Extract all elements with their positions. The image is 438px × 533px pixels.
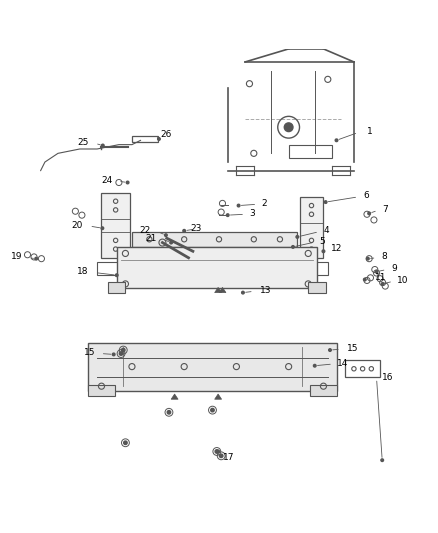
Text: 17: 17 [223,454,235,463]
Circle shape [167,410,171,414]
Circle shape [322,250,325,253]
Circle shape [335,139,338,142]
Text: 25: 25 [77,138,88,147]
Circle shape [242,292,244,294]
Text: 24: 24 [101,176,113,185]
Circle shape [101,227,104,230]
Text: 16: 16 [382,373,394,382]
Text: 7: 7 [382,205,388,214]
Circle shape [226,214,229,216]
Circle shape [165,234,167,237]
Text: 15: 15 [346,344,358,353]
Circle shape [170,241,173,244]
Text: 15: 15 [84,348,95,357]
Circle shape [219,454,223,457]
Circle shape [284,123,293,132]
Circle shape [368,212,371,215]
Bar [117,247,317,288]
Text: 11: 11 [375,273,386,282]
Text: 23: 23 [191,224,202,233]
Bar [102,192,130,258]
Text: 2: 2 [261,199,267,208]
Text: 5: 5 [319,237,325,246]
Text: 1: 1 [367,127,373,136]
Circle shape [113,353,115,356]
Circle shape [324,201,327,204]
Circle shape [124,441,127,445]
Text: 3: 3 [250,209,255,218]
Circle shape [367,257,369,260]
Text: 26: 26 [160,130,172,139]
Circle shape [364,278,366,281]
Circle shape [211,408,214,412]
Text: 18: 18 [77,267,88,276]
Circle shape [102,144,104,147]
Circle shape [119,352,123,356]
Circle shape [296,236,299,238]
Polygon shape [215,394,222,399]
Text: 8: 8 [381,253,387,261]
Circle shape [126,181,129,184]
Circle shape [381,282,384,285]
Circle shape [116,274,118,277]
Bar [308,282,325,293]
Circle shape [328,349,331,351]
Circle shape [183,230,185,232]
Circle shape [237,204,240,207]
Circle shape [35,257,38,260]
Text: 21: 21 [146,233,157,243]
Text: 4: 4 [323,227,329,235]
Bar [132,232,297,247]
Circle shape [121,349,125,352]
Circle shape [292,246,294,248]
Text: 6: 6 [364,191,369,200]
Bar [88,343,336,391]
Text: 14: 14 [337,359,349,368]
Circle shape [158,138,160,140]
Circle shape [215,450,219,453]
Circle shape [314,365,316,367]
Polygon shape [219,287,226,293]
Text: 19: 19 [11,253,22,261]
Polygon shape [171,394,178,399]
Text: 13: 13 [260,286,272,295]
Circle shape [375,270,378,273]
Text: 22: 22 [139,226,151,235]
Text: 12: 12 [331,244,343,253]
Bar [311,385,336,396]
Bar [88,385,115,396]
Text: 20: 20 [72,221,83,230]
Bar [300,197,323,258]
Circle shape [381,459,384,462]
Text: 9: 9 [391,264,397,273]
Text: 10: 10 [397,276,409,285]
Polygon shape [215,287,222,293]
Circle shape [217,450,219,453]
Bar [108,282,125,293]
